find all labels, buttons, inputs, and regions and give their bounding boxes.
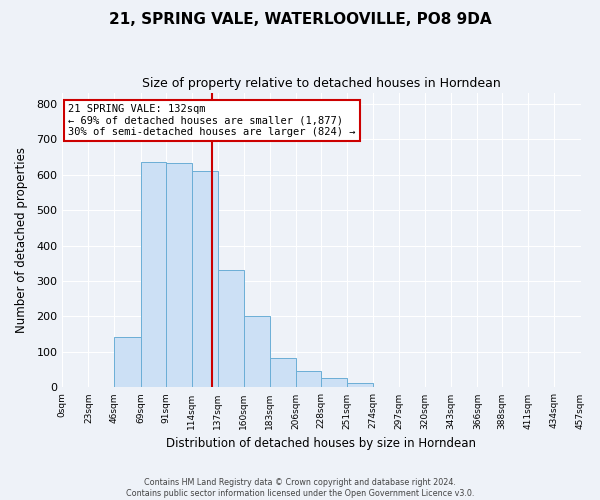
Text: 21, SPRING VALE, WATERLOOVILLE, PO8 9DA: 21, SPRING VALE, WATERLOOVILLE, PO8 9DA — [109, 12, 491, 28]
Text: Contains HM Land Registry data © Crown copyright and database right 2024.
Contai: Contains HM Land Registry data © Crown c… — [126, 478, 474, 498]
Bar — [244, 316, 270, 388]
Bar — [166, 164, 191, 388]
Bar — [140, 162, 166, 388]
Bar — [554, 386, 581, 388]
Title: Size of property relative to detached houses in Horndean: Size of property relative to detached ho… — [142, 78, 501, 90]
Bar — [191, 171, 218, 388]
Bar — [347, 383, 373, 388]
Y-axis label: Number of detached properties: Number of detached properties — [15, 147, 28, 333]
Bar — [270, 358, 296, 388]
Bar — [115, 337, 140, 388]
Bar — [62, 386, 88, 388]
Bar — [296, 371, 321, 388]
Bar — [218, 270, 244, 388]
Bar — [321, 378, 347, 388]
Text: 21 SPRING VALE: 132sqm
← 69% of detached houses are smaller (1,877)
30% of semi-: 21 SPRING VALE: 132sqm ← 69% of detached… — [68, 104, 355, 137]
X-axis label: Distribution of detached houses by size in Horndean: Distribution of detached houses by size … — [166, 437, 476, 450]
